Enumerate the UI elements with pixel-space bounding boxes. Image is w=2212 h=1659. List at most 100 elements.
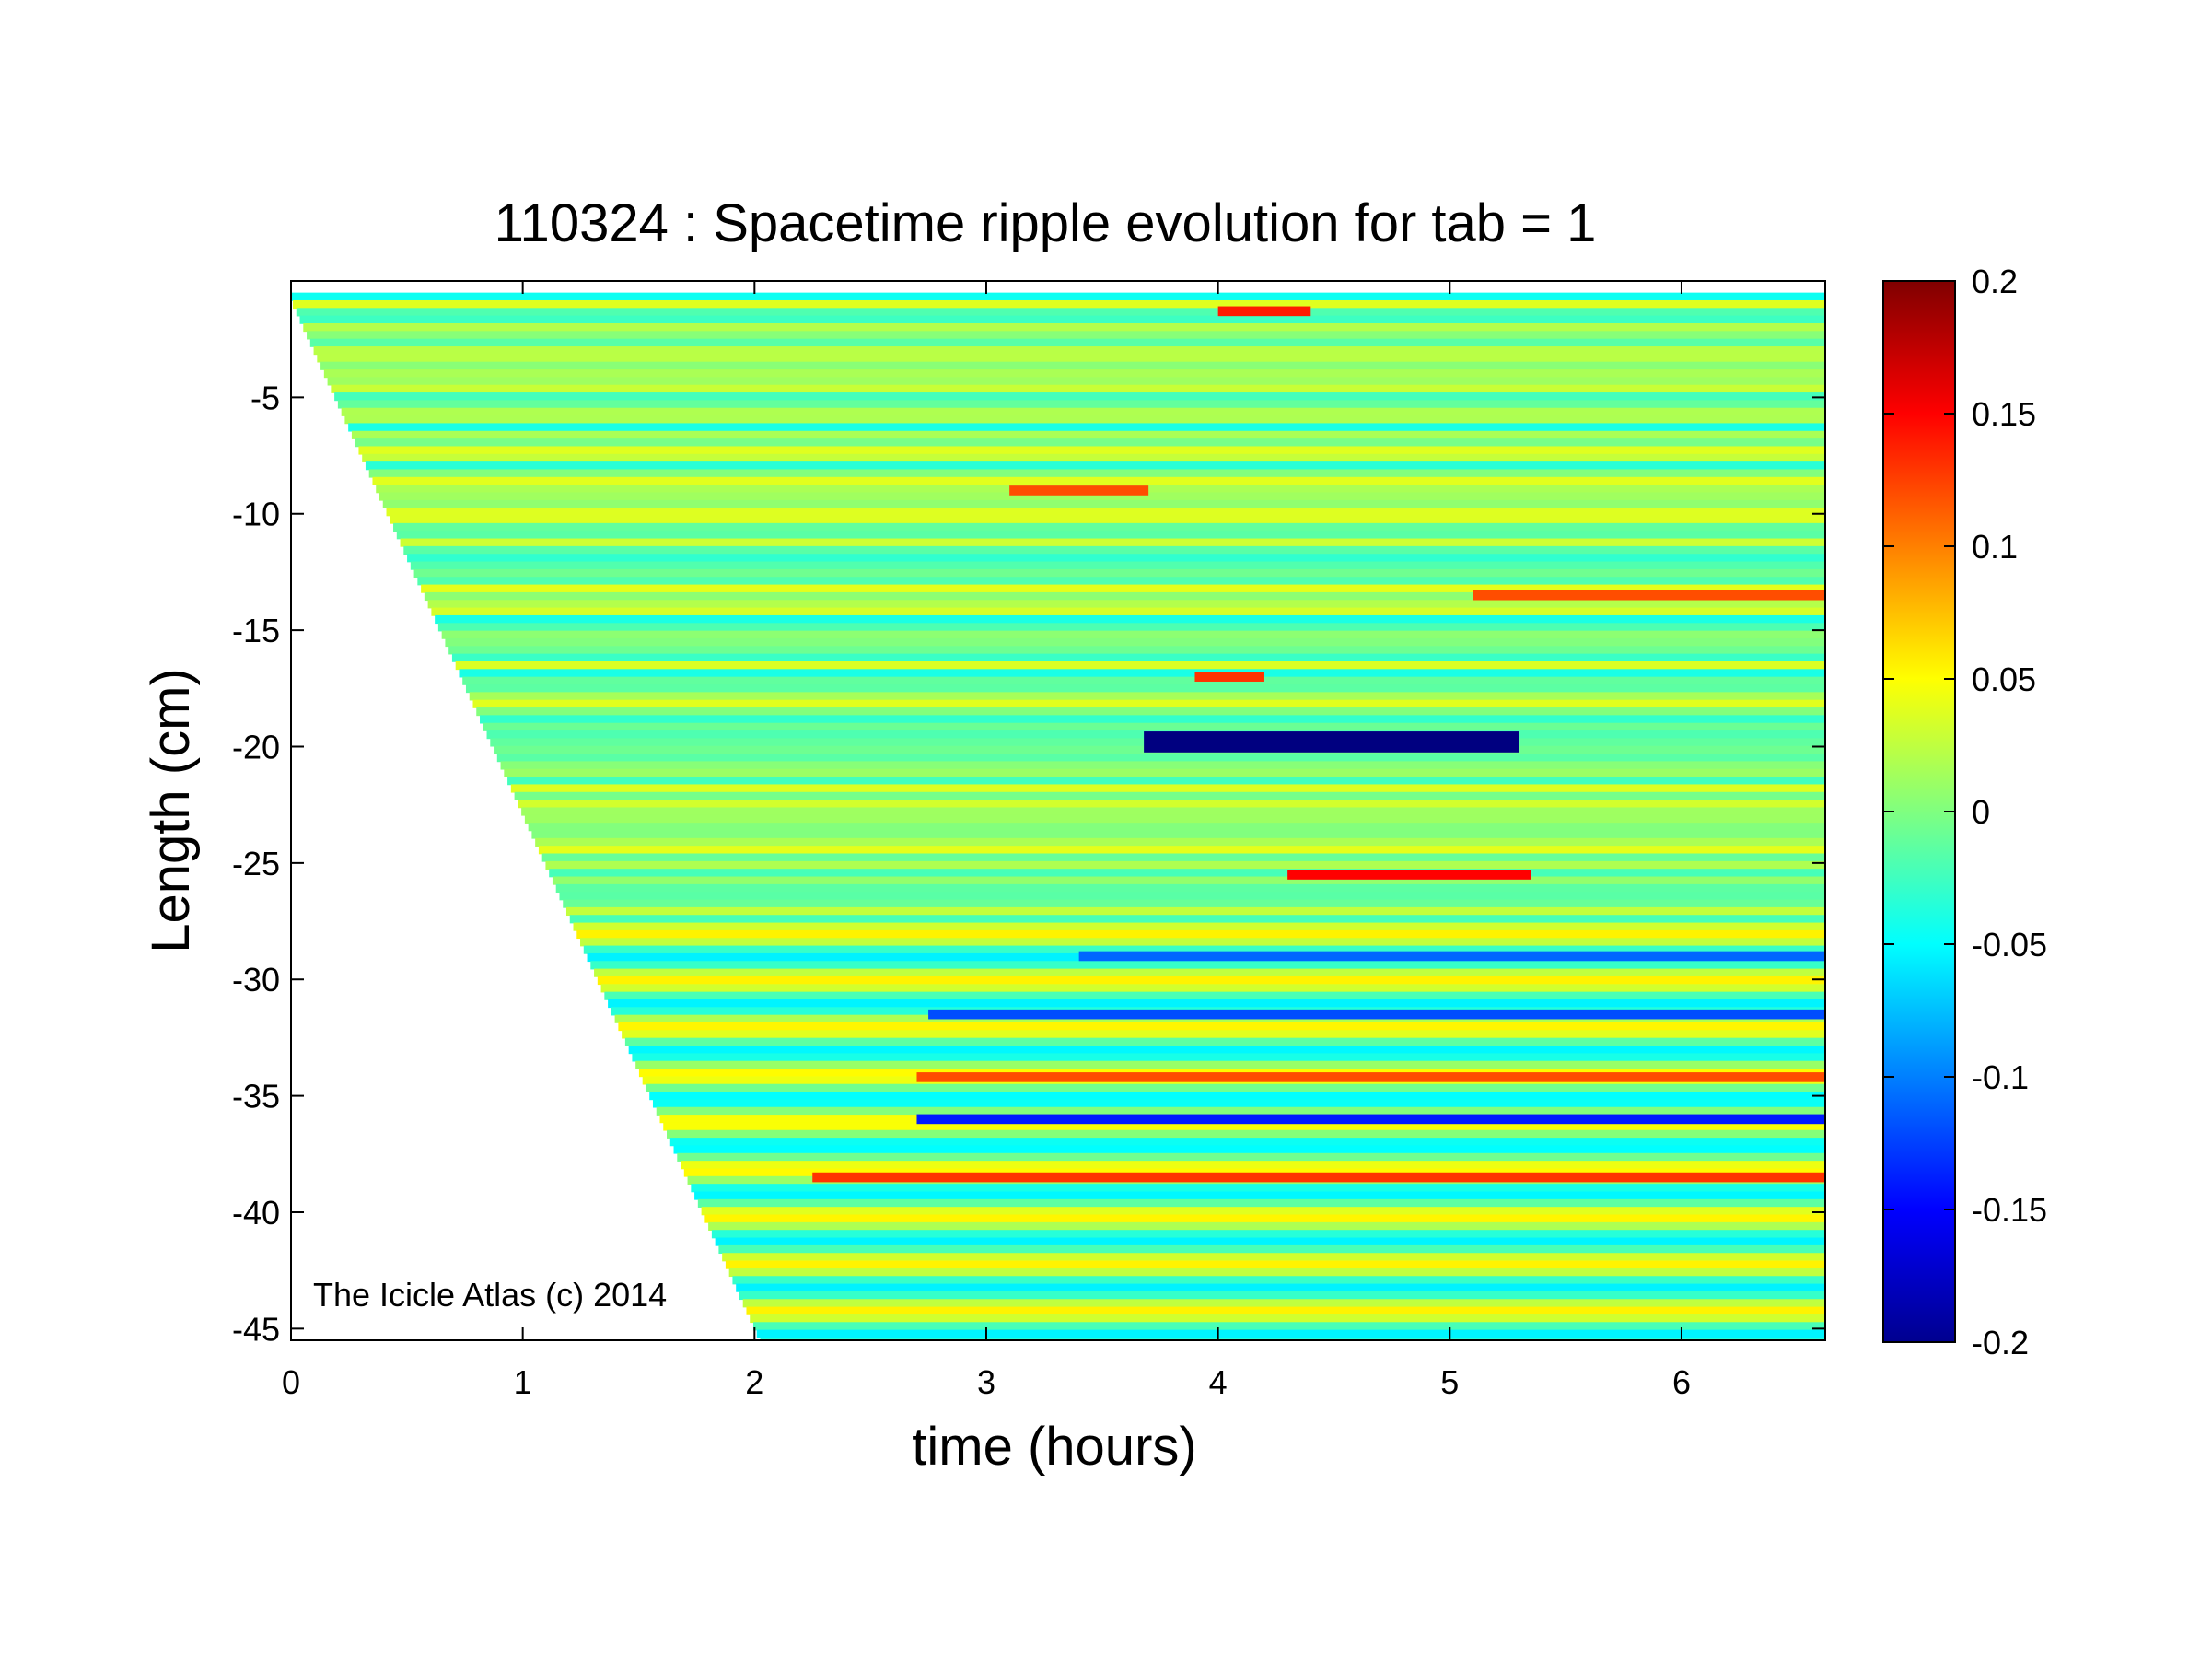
heatmap-row [435,614,1825,625]
x-tick-label: 2 [745,1363,763,1401]
colorbar-tick-label: -0.1 [1972,1058,2029,1096]
heatmap-row [437,623,1825,632]
y-tick-label: -5 [250,379,280,416]
heatmap-row [549,869,1825,878]
heatmap-row [701,1207,1825,1216]
heatmap-row [313,346,1825,356]
heatmap-feature [1078,951,1825,962]
heatmap-row [396,531,1825,540]
heatmap-feature [1194,672,1264,682]
x-tick-label: 1 [514,1363,532,1401]
heatmap-row [739,1291,1825,1301]
heatmap-row [600,984,1825,993]
heatmap-row [331,384,1825,393]
heatmap-row [323,369,1825,379]
heatmap-row [462,676,1825,685]
heatmap-row [296,308,1825,317]
heatmap-row [597,976,1825,986]
heatmap-row [677,1152,1825,1162]
heatmap-row [459,669,1825,678]
heatmap-row [393,522,1825,532]
heatmap-row [382,499,1825,508]
heatmap-row [663,1122,1825,1131]
heatmap-row [718,1244,1825,1255]
heatmap-row [555,883,1825,894]
heatmap-row [756,1329,1825,1338]
heatmap-row [327,377,1825,386]
colorbar-tick-label: 0.1 [1972,528,2018,566]
heatmap-row [524,814,1825,824]
x-tick-label: 4 [1209,1363,1228,1401]
heatmap-row [704,1214,1825,1223]
heatmap-row [496,754,1825,763]
heatmap-row [528,823,1825,832]
heatmap-row [413,568,1825,578]
heatmap-row [669,1138,1825,1147]
colorbar-ticks: 0.2 0.15 0.1 0.05 0 -0.05 -0.1 -0.15 -0.2 [1883,263,2047,1361]
heatmap-row [510,784,1825,793]
heatmap [291,292,1825,1340]
heatmap-feature [1473,590,1825,601]
heatmap-row [469,692,1825,701]
heatmap-row [341,407,1825,416]
heatmap-row [427,600,1825,609]
colorbar-tick-label: 0.05 [1972,660,2036,698]
heatmap-row [403,545,1825,555]
heatmap-row [337,400,1825,409]
heatmap-row [518,800,1825,809]
heatmap-row [552,876,1825,885]
heatmap-row [417,577,1825,586]
heatmap-row [694,1191,1825,1200]
heatmap-row [628,1046,1825,1055]
heatmap-feature [928,1009,1825,1020]
heatmap-row [445,637,1825,648]
heatmap-row [521,807,1825,816]
heatmap-row [500,761,1825,770]
heatmap-row [608,999,1825,1009]
heatmap-row [465,684,1825,694]
heatmap-row [697,1198,1825,1208]
heatmap-row [358,446,1825,455]
heatmap-row [355,438,1825,448]
heatmap-row [372,476,1825,485]
heatmap-row [317,354,1825,363]
colorbar-tick-label: -0.05 [1972,926,2047,964]
heatmap-feature [916,1072,1825,1082]
y-tick-label: -30 [232,961,280,999]
heatmap-row [728,1268,1825,1278]
heatmap-row [299,315,1825,324]
heatmap-row [480,715,1825,724]
heatmap-row [760,1337,1825,1340]
heatmap-row [309,338,1825,347]
heatmap-row [545,860,1825,870]
heatmap-row [681,1161,1825,1170]
x-tick-label: 3 [977,1363,995,1401]
heatmap-row [368,469,1825,478]
heatmap-row [334,392,1825,402]
heatmap-row [649,1092,1825,1101]
heatmap-row [673,1145,1825,1154]
heatmap-row [400,538,1825,547]
heatmap-row [507,777,1825,786]
heatmap-row [362,453,1825,462]
heatmap-row [565,906,1825,917]
y-tick-label: -40 [232,1194,280,1232]
heatmap-row [752,1322,1825,1331]
heatmap-row [541,853,1825,862]
heatmap-row [307,331,1825,340]
y-tick-label: -35 [232,1078,280,1116]
heatmap-row [635,1060,1825,1069]
heatmap-row [594,968,1825,977]
heatmap-row [715,1237,1825,1246]
heatmap-row [407,554,1825,563]
heatmap-row [624,1037,1825,1046]
heatmap-row [746,1306,1825,1315]
heatmap-row [431,607,1825,616]
watermark-text: The Icicle Atlas (c) 2014 [313,1276,667,1314]
heatmap-row [569,915,1825,924]
heatmap-row [365,461,1825,471]
heatmap-row [732,1276,1825,1285]
heatmap-feature [1217,306,1311,317]
heatmap-row [472,699,1825,708]
